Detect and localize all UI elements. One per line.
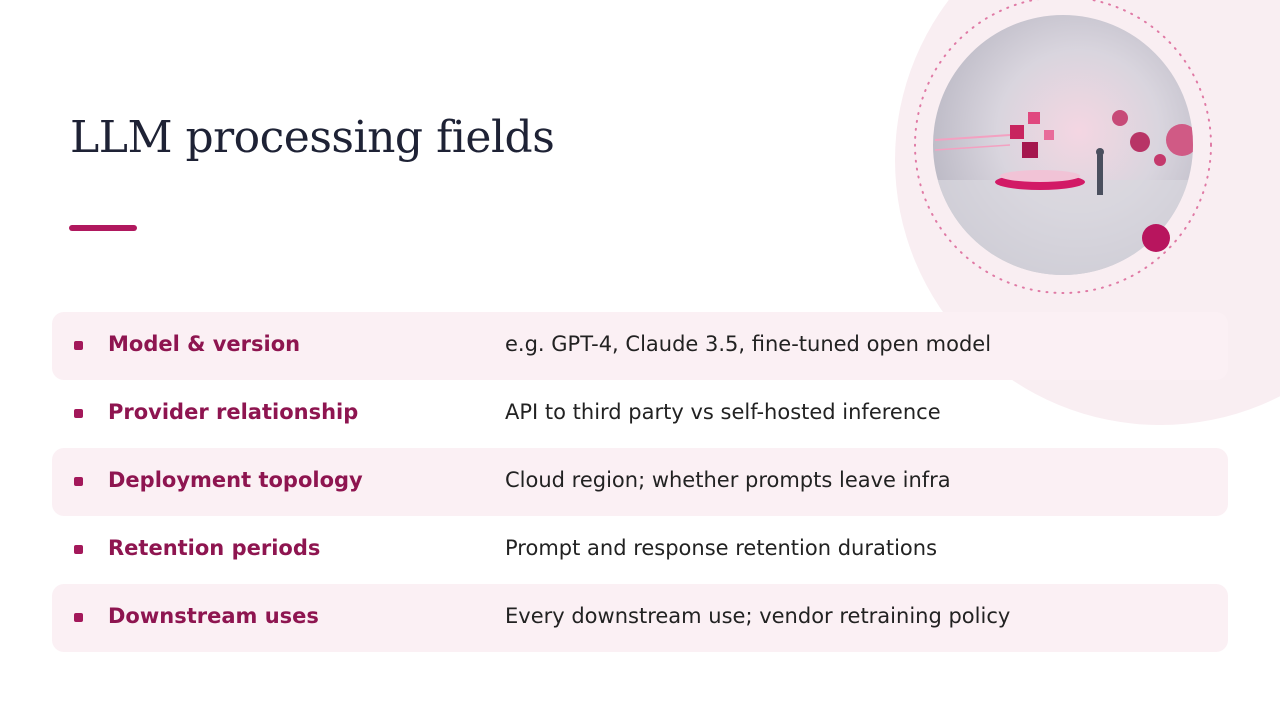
field-value: e.g. GPT-4, Claude 3.5, fine-tuned open … <box>505 332 992 356</box>
field-row: Retention periods Prompt and response ret… <box>52 516 1228 584</box>
field-label: Downstream uses <box>108 604 319 628</box>
field-value: API to third party vs self-hosted infere… <box>505 400 941 424</box>
field-value: Cloud region; whether prompts leave infr… <box>505 468 951 492</box>
field-label: Deployment topology <box>108 468 363 492</box>
bullet <box>74 409 83 418</box>
field-row: Deployment topology Cloud region; whether… <box>52 448 1228 516</box>
bullet <box>74 545 83 554</box>
bullet <box>74 613 83 622</box>
field-label: Model & version <box>108 332 301 356</box>
field-list: Model & version e.g. GPT-4, Claude 3.5, f… <box>52 312 1228 652</box>
field-label: Retention periods <box>108 536 321 560</box>
field-row: Downstream uses Every downstream use; ven… <box>52 584 1228 652</box>
field-label: Provider relationship <box>108 400 359 424</box>
field-value: Every downstream use; vendor retraining … <box>505 604 1011 628</box>
dotted-ring <box>914 0 1212 294</box>
field-value: Prompt and response retention durations <box>505 536 938 560</box>
bullet <box>74 477 83 486</box>
field-row: Model & version e.g. GPT-4, Claude 3.5, f… <box>52 312 1228 380</box>
slide-title: LLM processing fields <box>70 112 555 163</box>
bullet <box>74 341 83 350</box>
title-underline <box>69 225 137 231</box>
accent-dot <box>1142 224 1170 252</box>
field-row: Provider relationship API to third party … <box>52 380 1228 448</box>
